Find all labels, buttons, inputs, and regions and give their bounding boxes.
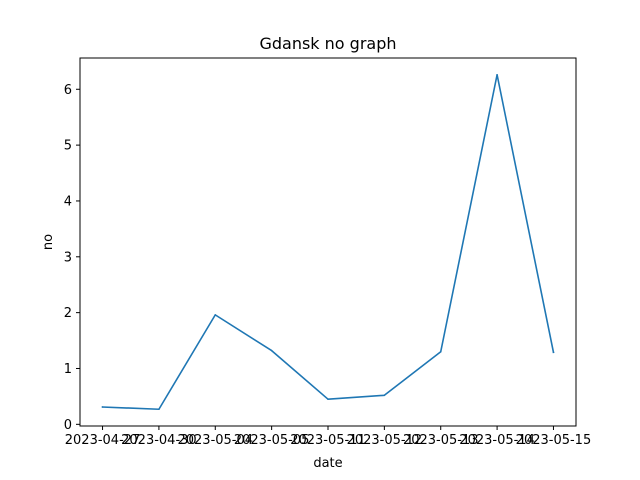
x-tick-label: 2023-05-15: [516, 433, 592, 448]
x-tick-label: 2023-04-30: [121, 433, 197, 448]
y-axis: 0 1 2 3 4 5 6: [64, 83, 80, 433]
x-tick-label: 2023-05-12: [347, 433, 423, 448]
y-tick-label: 5: [64, 139, 72, 154]
x-axis: 2023-04-272023-04-302023-05-042023-05-05…: [65, 426, 591, 448]
data-point: [327, 398, 329, 401]
plot-area: [101, 73, 555, 411]
y-tick-label: 2: [64, 306, 72, 321]
x-tick-label: 2023-05-13: [403, 433, 479, 448]
y-tick-label: 1: [64, 362, 72, 377]
x-axis-label: date: [313, 456, 342, 471]
data-point: [101, 406, 104, 408]
data-point: [496, 73, 498, 76]
y-tick-label: 4: [64, 194, 72, 209]
data-point: [439, 350, 442, 353]
y-axis-label: no: [41, 234, 56, 250]
x-tick-label: 2023-05-05: [234, 433, 310, 448]
x-tick-label: 2023-05-04: [177, 433, 253, 448]
data-point: [270, 349, 273, 352]
y-tick-label: 6: [64, 83, 72, 98]
x-tick-label: 2023-05-14: [459, 433, 535, 448]
x-tick-label: 2023-04-27: [65, 433, 141, 448]
data-point: [214, 314, 217, 316]
data-point: [552, 351, 555, 354]
data-point: [383, 394, 386, 397]
y-tick-label: 0: [64, 418, 72, 433]
data-point: [158, 408, 160, 411]
chart-title: Gdansk no graph: [259, 34, 396, 53]
y-tick-label: 3: [64, 250, 72, 265]
x-tick-label: 2023-05-11: [290, 433, 366, 448]
